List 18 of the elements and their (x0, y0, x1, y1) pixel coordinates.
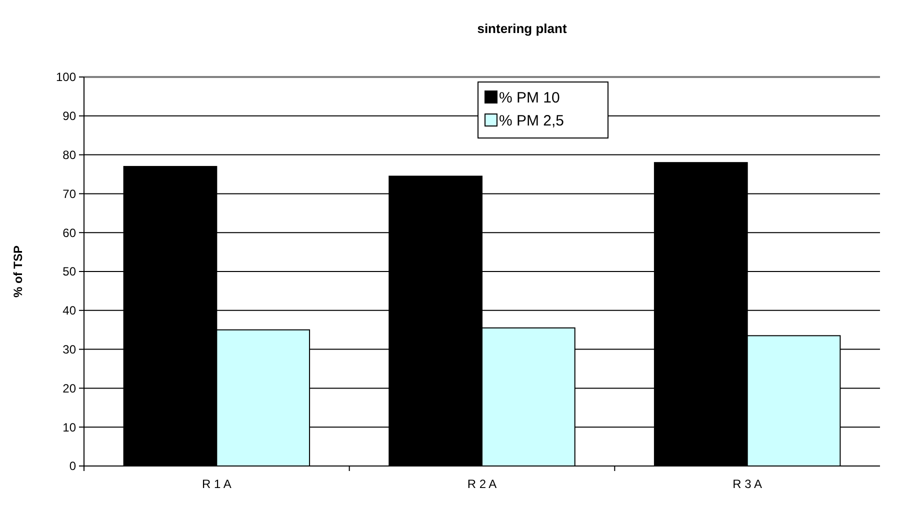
chart-title: sintering plant (477, 21, 568, 36)
x-tick-label: R 3 A (732, 477, 762, 491)
y-tick-label: 50 (62, 264, 76, 279)
legend-label: % PM 2,5 (499, 112, 564, 130)
y-tick-label: 0 (69, 459, 76, 474)
y-tick-label: 30 (62, 342, 76, 356)
y-axis-title: % of TSP (11, 245, 25, 298)
y-tick-label: 80 (62, 148, 76, 162)
y-tick-label: 20 (62, 381, 76, 396)
x-tick-label: R 2 A (467, 477, 497, 491)
y-tick-label: 60 (62, 226, 76, 240)
y-tick-label: 40 (62, 304, 76, 318)
x-tick-label: R 1 A (202, 477, 232, 491)
legend-label: % PM 10 (499, 89, 560, 106)
y-tick-label: 70 (62, 186, 76, 201)
y-tick-label: 10 (62, 420, 76, 434)
y-tick-label: 100 (56, 70, 76, 84)
y-tick-label: 90 (62, 109, 76, 124)
